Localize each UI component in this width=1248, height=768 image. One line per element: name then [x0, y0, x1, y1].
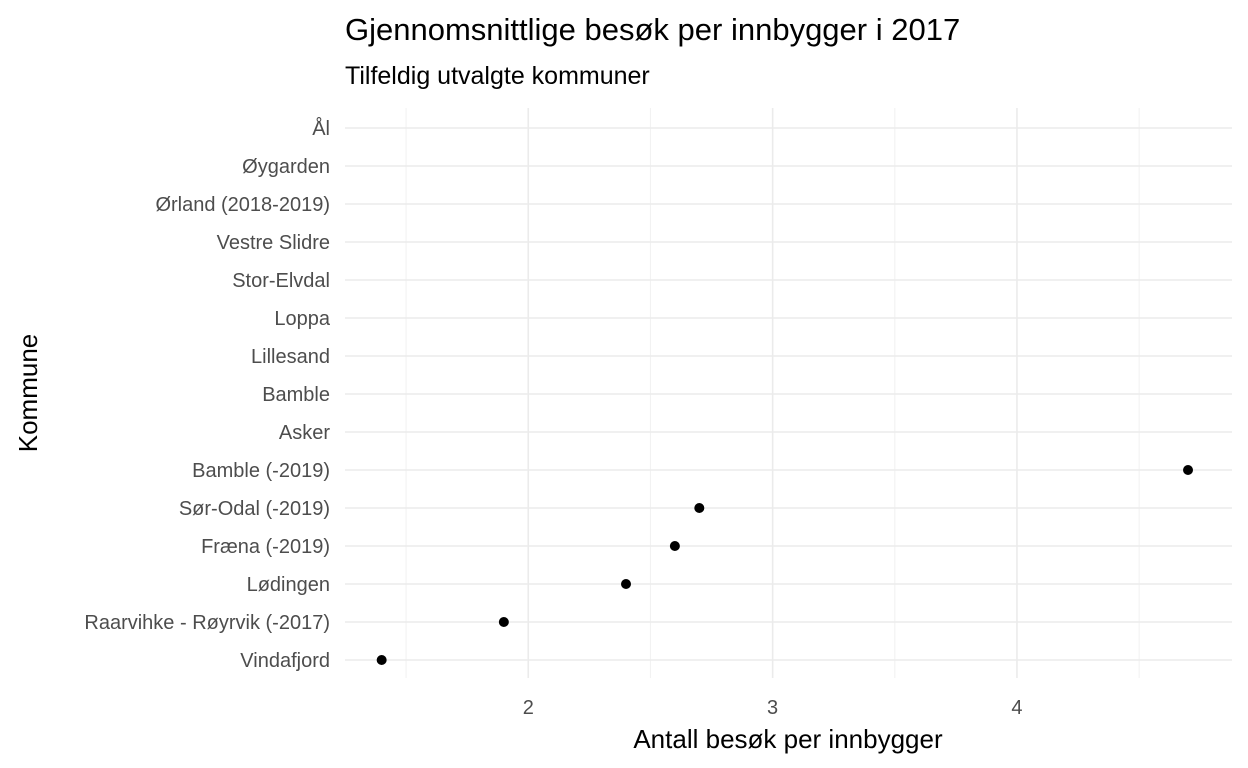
chart-subtitle: Tilfeldig utvalgte kommuner: [345, 62, 650, 90]
x-tick-label: 4: [1011, 697, 1022, 719]
data-point: [1183, 465, 1194, 475]
x-tick-label: 3: [767, 697, 778, 719]
y-axis-title: Kommune: [13, 334, 43, 453]
y-tick-label: Sør-Odal (-2019): [179, 498, 330, 520]
data-points: [376, 465, 1194, 665]
y-tick-label: Fræna (-2019): [201, 536, 330, 558]
y-tick-label: Lillesand: [251, 346, 330, 368]
data-point: [376, 655, 387, 665]
minor-gridlines: [405, 108, 1140, 678]
x-tick-labels: 2 3 4: [523, 697, 1023, 719]
y-tick-label: Asker: [279, 422, 330, 444]
x-axis-title: Antall besøk per innbygger: [633, 724, 943, 754]
x-tick-label: 2: [523, 697, 534, 719]
y-tick-label: Ørland (2018-2019): [155, 194, 330, 216]
y-tick-labels: Vindafjord Raarvihke - Røyrvik (-2017) Lød…: [84, 117, 330, 672]
chart-title: Gjennomsnittlige besøk per innbygger i 2…: [345, 12, 960, 47]
data-point: [621, 579, 632, 589]
y-tick-label: Vindafjord: [240, 650, 330, 672]
y-tick-label: Bamble (-2019): [192, 460, 330, 482]
data-point: [498, 617, 509, 627]
major-gridlines: [345, 108, 1232, 678]
y-tick-label: Vestre Slidre: [217, 232, 330, 254]
y-tick-label: Bamble: [262, 384, 330, 406]
data-point: [669, 541, 680, 551]
y-tick-label: Øygarden: [242, 156, 330, 178]
y-tick-label: Ål: [312, 117, 330, 140]
data-point: [694, 503, 705, 513]
y-tick-label: Loppa: [274, 308, 330, 330]
y-tick-label: Stor-Elvdal: [232, 270, 330, 292]
y-tick-label: Raarvihke - Røyrvik (-2017): [84, 612, 330, 634]
y-tick-label: Lødingen: [247, 574, 330, 596]
